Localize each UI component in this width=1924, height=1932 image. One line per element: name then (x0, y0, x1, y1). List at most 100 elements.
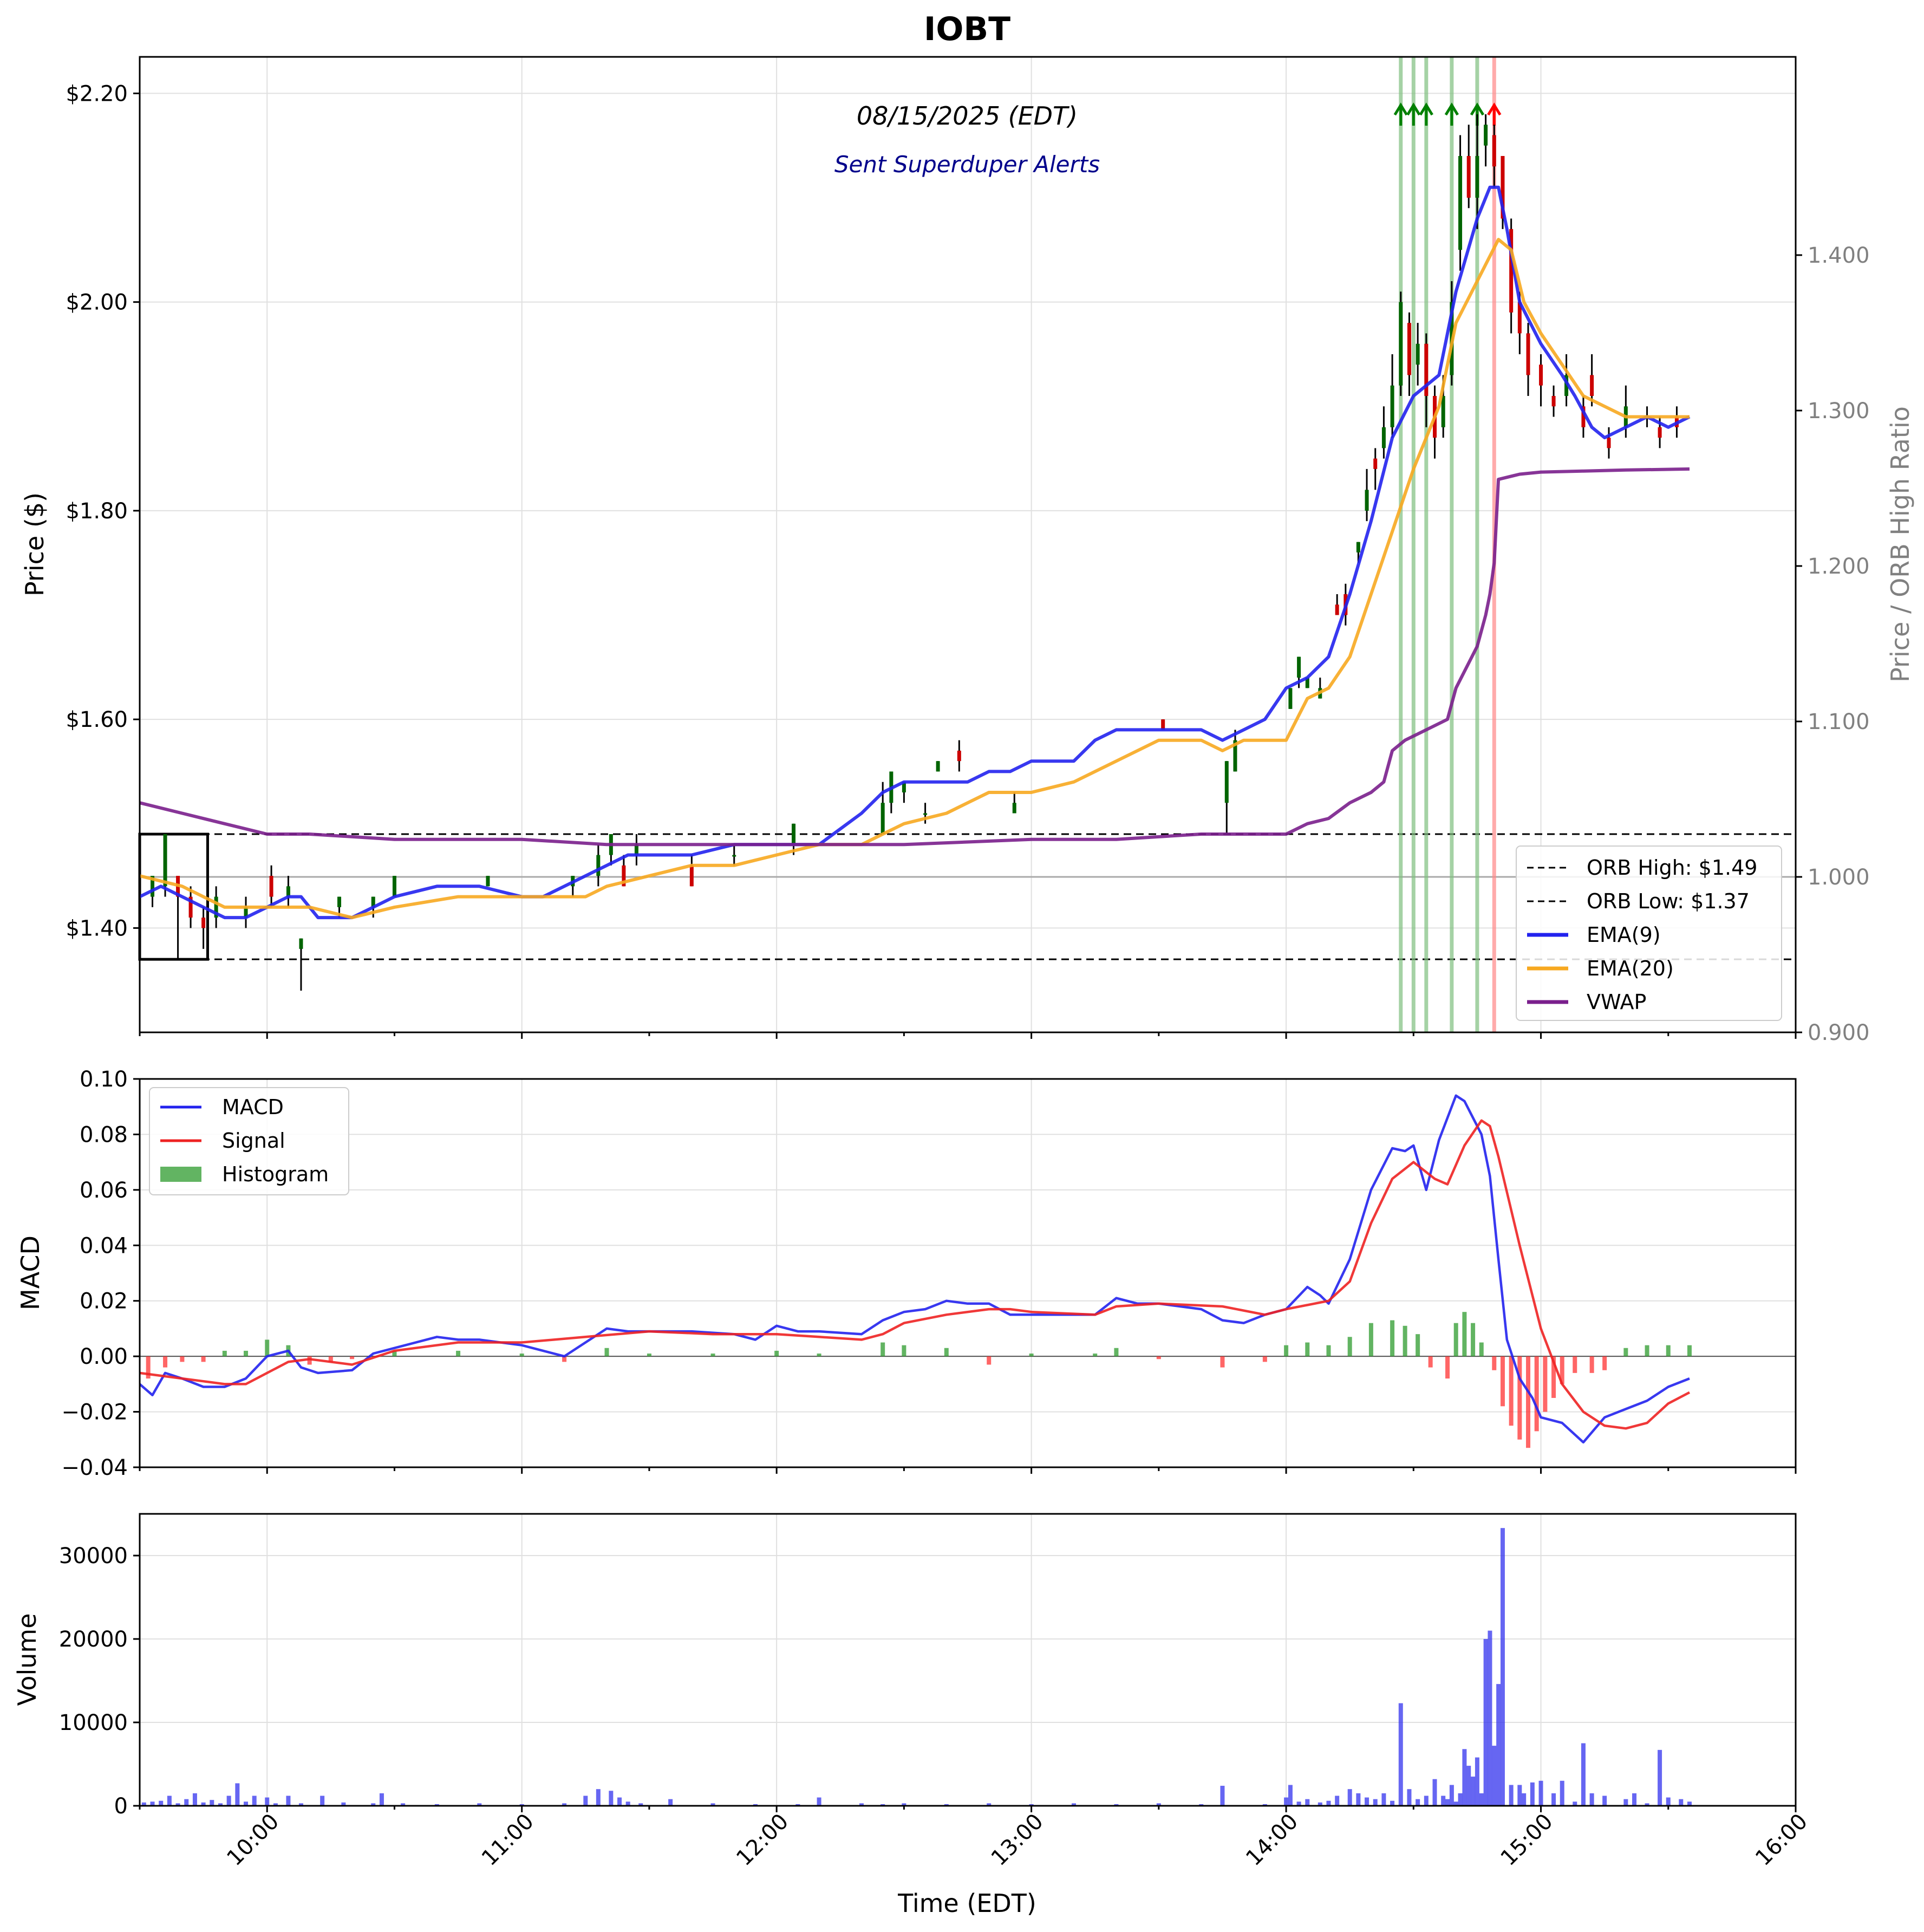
volume-tick-label: 30000 (59, 1544, 128, 1569)
volume-bar (1373, 1799, 1378, 1806)
volume-bar (320, 1796, 325, 1806)
histogram-bar (1589, 1356, 1594, 1373)
histogram-bar (604, 1348, 609, 1357)
volume-bar (1645, 1803, 1649, 1806)
volume-bar (1407, 1789, 1412, 1806)
legend-orb-low: ORB Low: $1.37 (1587, 889, 1750, 913)
volume-bar (1488, 1630, 1492, 1806)
histogram-bar (1347, 1337, 1352, 1357)
volume-bar (1471, 1777, 1476, 1806)
candle-body (1475, 155, 1479, 198)
volume-bar (1449, 1785, 1454, 1806)
volume-bar (1072, 1803, 1077, 1806)
volume-bar (1589, 1793, 1594, 1806)
candle-body (1297, 656, 1301, 678)
histogram-bar (1666, 1345, 1671, 1357)
alert-arrow-head (1419, 102, 1433, 116)
candle-body (1161, 719, 1165, 730)
volume-bar (226, 1796, 231, 1806)
volume-bar (1551, 1793, 1556, 1806)
volume-bar (1424, 1796, 1429, 1806)
histogram-bar (1687, 1345, 1692, 1357)
ema9-line (139, 185, 1691, 920)
legend-ema20: EMA(20) (1587, 957, 1674, 980)
candle-body (269, 876, 273, 897)
candle-body (151, 876, 155, 897)
ratio-tick-label: 1.000 (1808, 865, 1870, 890)
price-tick-label: $2.00 (66, 290, 128, 315)
histogram-bar (1390, 1320, 1395, 1357)
chart-title: IOBT (924, 10, 1010, 48)
volume-bar (1453, 1801, 1458, 1806)
ratio-axis-label: Price / ORB High Ratio (1886, 406, 1915, 682)
volume-bar (668, 1799, 673, 1806)
histogram-bar (1534, 1356, 1539, 1432)
histogram-bar (201, 1356, 206, 1362)
price-tick-label: $1.40 (66, 916, 128, 941)
volume-bar (244, 1801, 249, 1806)
price-panel: $1.40 $1.60 $1.80 $2.00 $2.20 0.900 1.000 1.10… (20, 10, 1915, 1045)
volume-bar (562, 1803, 567, 1806)
volume-bar (625, 1801, 630, 1806)
histogram-bar (519, 1354, 524, 1357)
ratio-tick-label: 1.400 (1808, 243, 1870, 268)
histogram-bar (987, 1356, 992, 1365)
macd-legend: MACD Signal Histogram (149, 1087, 349, 1195)
candle-body (244, 907, 248, 918)
macd-axis-label: MACD (16, 1235, 45, 1310)
volume-bar (881, 1804, 885, 1806)
volume-tick-label: 10000 (59, 1710, 128, 1735)
candle-body (792, 823, 796, 845)
histogram-bar (1416, 1334, 1420, 1357)
candle-body (1441, 396, 1445, 427)
histogram-bar (817, 1354, 821, 1357)
volume-bar (201, 1802, 206, 1806)
volume-bar (1458, 1793, 1463, 1806)
candle-body (299, 938, 303, 949)
macd-panel: −0.04 −0.02 0.00 0.02 0.04 0.06 0.08 0.10 MACD … (16, 1067, 1797, 1480)
candle-body (1607, 438, 1611, 448)
candle-body (596, 855, 601, 876)
volume-bar (1347, 1789, 1352, 1806)
volume-bar (1356, 1793, 1361, 1806)
histogram-bar (1284, 1345, 1289, 1357)
candle-body (1233, 740, 1237, 772)
histogram-bar (307, 1356, 312, 1365)
histogram-bar (456, 1350, 461, 1357)
volume-bar (210, 1800, 214, 1806)
histogram-bar (392, 1350, 397, 1357)
volume-bar (1445, 1799, 1450, 1806)
volume-bar (638, 1803, 643, 1806)
candle-body (1012, 803, 1016, 814)
histogram-bar (774, 1350, 779, 1357)
histogram-bar (265, 1339, 270, 1357)
candle-body (1658, 427, 1662, 438)
candle-body (1365, 490, 1369, 511)
legend-orb-high: ORB High: $1.49 (1587, 856, 1757, 880)
legend-ema9: EMA(9) (1587, 923, 1661, 947)
candle-body (1305, 678, 1309, 688)
candle-body (634, 844, 638, 855)
histogram-bar (1471, 1323, 1476, 1357)
volume-bar (1156, 1803, 1161, 1806)
histogram-bar (1445, 1356, 1450, 1379)
histogram-bar (1602, 1356, 1607, 1370)
volume-bar (1538, 1780, 1543, 1806)
candle-body (1381, 427, 1386, 448)
candle-body (1539, 365, 1543, 386)
volume-bar (1492, 1746, 1497, 1806)
volume-bar (1679, 1799, 1684, 1806)
alert-arrow-head (1393, 102, 1408, 116)
volume-bar (371, 1803, 376, 1806)
macd-tick-label: 0.08 (80, 1122, 128, 1147)
histogram-bar (1453, 1323, 1458, 1357)
price-legend: ORB High: $1.49 ORB Low: $1.37 EMA(9) EM… (1516, 845, 1782, 1021)
volume-bar (235, 1783, 240, 1806)
candle-body (1526, 333, 1530, 375)
volume-bar (1432, 1779, 1437, 1806)
volume-bar (617, 1797, 622, 1806)
candle-body (1407, 323, 1411, 375)
price-tick-label: $1.80 (66, 499, 128, 524)
volume-bar (1602, 1796, 1607, 1806)
